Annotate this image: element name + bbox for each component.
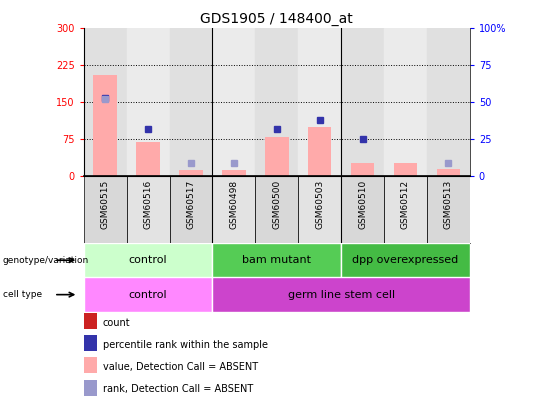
Text: GSM60503: GSM60503 (315, 179, 324, 229)
Bar (212, 277, 470, 312)
Bar (84, 176, 126, 243)
Bar (84, 313, 97, 329)
Bar (170, 176, 212, 243)
Bar (212, 176, 255, 243)
Bar (93, 75, 117, 176)
Text: rank, Detection Call = ABSENT: rank, Detection Call = ABSENT (103, 384, 253, 394)
Bar (84, 243, 212, 277)
Bar (84, 28, 126, 176)
Text: GSM60498: GSM60498 (230, 179, 238, 229)
Bar (212, 243, 341, 277)
Bar (341, 176, 384, 243)
Bar (427, 176, 470, 243)
Bar (308, 127, 332, 176)
Text: value, Detection Call = ABSENT: value, Detection Call = ABSENT (103, 362, 258, 372)
Text: GSM60500: GSM60500 (272, 179, 281, 229)
Text: dpp overexpressed: dpp overexpressed (352, 255, 458, 265)
Text: GSM60516: GSM60516 (144, 179, 153, 229)
Bar (170, 28, 212, 176)
Bar (255, 176, 298, 243)
Text: control: control (129, 290, 167, 300)
Bar (436, 169, 460, 176)
Bar (265, 137, 288, 176)
Bar (126, 28, 170, 176)
Text: GSM60513: GSM60513 (444, 179, 453, 229)
Text: GSM60510: GSM60510 (358, 179, 367, 229)
Bar (394, 163, 417, 176)
Text: percentile rank within the sample: percentile rank within the sample (103, 340, 268, 350)
Bar (222, 170, 246, 176)
Bar (136, 142, 160, 176)
Text: control: control (129, 255, 167, 265)
Text: bam mutant: bam mutant (242, 255, 311, 265)
Text: cell type: cell type (3, 290, 42, 299)
Bar (84, 379, 97, 396)
Text: genotype/variation: genotype/variation (3, 256, 89, 265)
Title: GDS1905 / 148400_at: GDS1905 / 148400_at (200, 12, 353, 26)
Bar (341, 243, 470, 277)
Bar (255, 28, 298, 176)
Bar (212, 28, 255, 176)
Bar (384, 176, 427, 243)
Bar (126, 176, 170, 243)
Bar (427, 28, 470, 176)
Bar (341, 28, 384, 176)
Bar (384, 28, 427, 176)
Bar (179, 170, 202, 176)
Bar (351, 163, 374, 176)
Bar (84, 277, 212, 312)
Bar (84, 357, 97, 373)
Text: GSM60512: GSM60512 (401, 179, 410, 229)
Bar (298, 176, 341, 243)
Text: count: count (103, 318, 130, 328)
Bar (84, 335, 97, 351)
Bar (298, 28, 341, 176)
Text: GSM60515: GSM60515 (100, 179, 110, 229)
Text: germ line stem cell: germ line stem cell (287, 290, 395, 300)
Text: GSM60517: GSM60517 (186, 179, 195, 229)
